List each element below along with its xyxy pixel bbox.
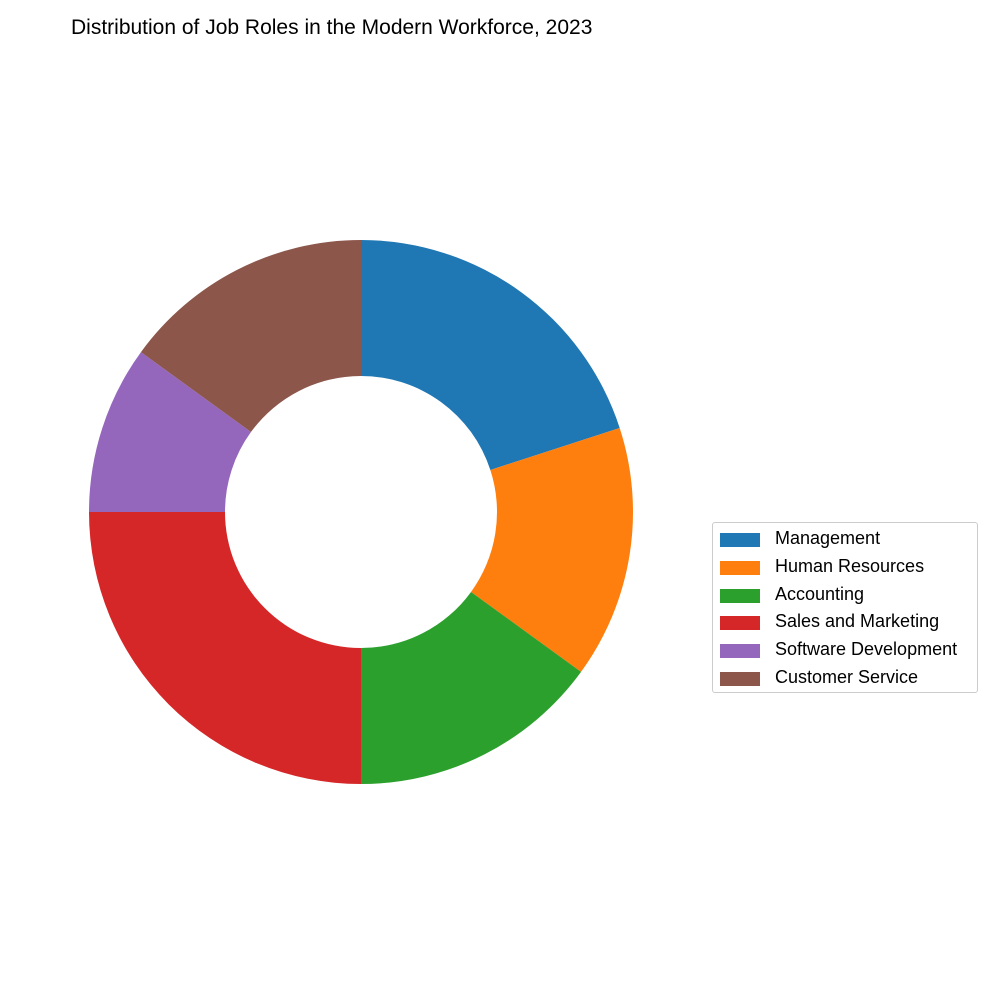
legend-item-human-resources: Human Resources — [713, 553, 977, 581]
legend-label: Customer Service — [775, 667, 919, 687]
legend-swatch — [720, 533, 760, 547]
legend-label: Management — [775, 528, 881, 548]
slice-customer-service — [140, 240, 361, 433]
slice-human-resources — [471, 427, 633, 672]
slice-software-development — [89, 352, 251, 512]
legend-swatch — [720, 616, 760, 631]
legend-label: Accounting — [775, 583, 865, 604]
slice-accounting — [361, 591, 582, 784]
legend-swatch — [720, 644, 760, 659]
legend-item-management: Management — [713, 525, 977, 553]
slice-sales-and-marketing — [89, 512, 361, 784]
legend-label: Human Resources — [775, 555, 925, 576]
legend-swatch — [720, 588, 760, 603]
legend-label: Sales and Marketing — [775, 611, 940, 632]
legend-item-sales-and-marketing: Sales and Marketing — [713, 608, 977, 636]
legend-label: Software Development — [775, 639, 958, 660]
chart-title: Distribution of Job Roles in the Modern … — [71, 16, 593, 39]
legend-swatch — [720, 560, 760, 575]
legend-item-customer-service: Customer Service — [713, 664, 977, 692]
slice-management — [361, 240, 620, 470]
legend-swatch — [720, 672, 760, 686]
legend-item-accounting: Accounting — [713, 581, 977, 609]
chart-legend: Management Human Resources Accounting Sales… — [712, 522, 978, 693]
legend-item-software-development: Software Development — [713, 636, 977, 664]
